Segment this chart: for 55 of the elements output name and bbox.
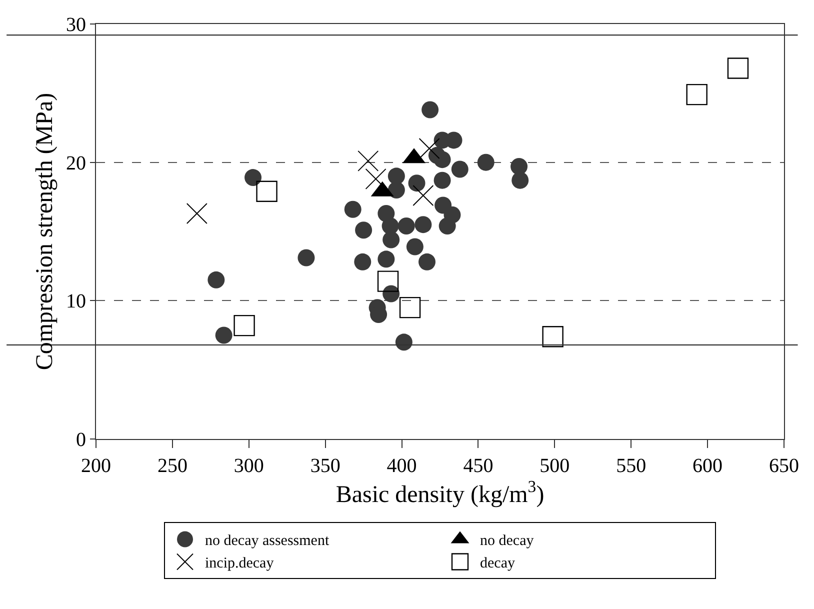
y-axis-title: Compression strength (MPa) [32, 92, 58, 370]
legend-label: incip.decay [205, 556, 274, 572]
x-tick-label: 650 [769, 455, 799, 477]
x-tick-label: 500 [540, 455, 570, 477]
point [378, 205, 395, 222]
point [438, 217, 456, 234]
legend-label: no decay assessment [205, 533, 330, 550]
point [377, 270, 399, 292]
point [395, 334, 412, 351]
point [406, 238, 424, 256]
point [244, 169, 262, 186]
point [382, 231, 400, 248]
point [727, 58, 749, 79]
point [378, 250, 395, 268]
point [418, 253, 436, 270]
y-tick-label: 20 [66, 152, 86, 174]
x-tick-label: 250 [157, 455, 188, 477]
point [422, 101, 439, 118]
point [344, 200, 362, 218]
point [512, 172, 529, 189]
point [428, 146, 446, 164]
point [414, 216, 432, 234]
point [434, 172, 451, 189]
point [398, 217, 415, 234]
point [215, 326, 232, 344]
y-tick-label: 30 [66, 14, 86, 36]
point [451, 160, 468, 178]
x-tick-label: 200 [81, 455, 111, 477]
point [408, 174, 426, 192]
x-tick-label: 600 [692, 455, 723, 477]
point [186, 203, 208, 224]
point [298, 249, 315, 266]
point [234, 314, 255, 336]
point [208, 271, 225, 288]
legend-label: no decay [480, 533, 534, 550]
point [399, 296, 421, 318]
x-tick-label: 300 [234, 455, 264, 477]
point [686, 84, 708, 106]
point [355, 222, 372, 239]
y-tick-label: 0 [76, 429, 86, 451]
legend-label: decay [480, 556, 516, 572]
y-tick-label: 10 [66, 290, 86, 313]
x-tick-label: 450 [463, 455, 494, 477]
x-tick-label: 350 [310, 455, 340, 477]
point [358, 150, 379, 172]
point [388, 168, 405, 185]
x-tick-label: 400 [386, 455, 417, 477]
point [510, 158, 528, 175]
point [256, 180, 278, 202]
point [354, 253, 372, 270]
x-tick-label: 550 [616, 455, 646, 477]
point [477, 154, 494, 171]
point [542, 326, 564, 348]
x-axis-title: Basic density (kg/m$^{3}$) [336, 477, 544, 508]
point [412, 185, 434, 206]
